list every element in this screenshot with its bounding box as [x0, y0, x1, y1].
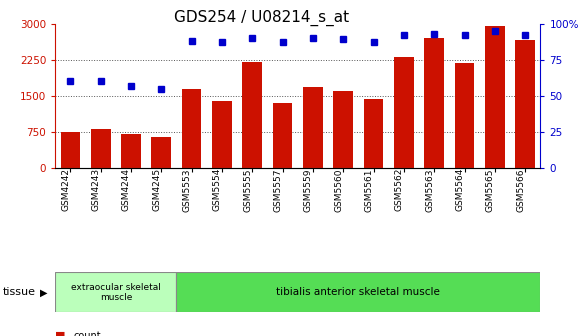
Bar: [394, 57, 414, 168]
Text: ▶: ▶: [40, 287, 47, 297]
Text: GSM4242: GSM4242: [62, 168, 70, 211]
Text: GSM5565: GSM5565: [486, 168, 495, 211]
Text: extraocular skeletal
muscle: extraocular skeletal muscle: [71, 283, 161, 302]
Text: GDS254 / U08214_s_at: GDS254 / U08214_s_at: [174, 10, 349, 26]
Text: GSM5564: GSM5564: [456, 168, 465, 211]
Bar: [55, 272, 177, 312]
Text: GSM4244: GSM4244: [122, 168, 131, 211]
Bar: [242, 62, 262, 168]
Bar: [121, 134, 141, 168]
Bar: [177, 272, 540, 312]
Text: GSM5566: GSM5566: [516, 168, 525, 211]
Bar: [182, 89, 202, 168]
Text: ■: ■: [55, 331, 66, 336]
Text: GSM5563: GSM5563: [425, 168, 434, 211]
Text: GSM5557: GSM5557: [274, 168, 282, 211]
Text: GSM5554: GSM5554: [213, 168, 222, 211]
Bar: [333, 91, 353, 168]
Text: tibialis anterior skeletal muscle: tibialis anterior skeletal muscle: [277, 287, 440, 297]
Bar: [424, 38, 444, 168]
Text: tissue: tissue: [3, 287, 36, 297]
Text: GSM5555: GSM5555: [243, 168, 252, 211]
Text: count: count: [74, 331, 102, 336]
Bar: [303, 87, 323, 168]
Bar: [455, 63, 474, 168]
Text: GSM5559: GSM5559: [304, 168, 313, 211]
Text: GSM5561: GSM5561: [364, 168, 374, 211]
Bar: [60, 132, 80, 168]
Bar: [364, 99, 383, 168]
Bar: [515, 40, 535, 168]
Text: GSM5553: GSM5553: [182, 168, 192, 211]
Bar: [152, 137, 171, 168]
Bar: [272, 103, 292, 168]
Bar: [485, 26, 505, 168]
Text: GSM5560: GSM5560: [334, 168, 343, 211]
Text: GSM4245: GSM4245: [152, 168, 162, 211]
Text: GSM4243: GSM4243: [92, 168, 101, 211]
Bar: [212, 101, 232, 168]
Bar: [91, 128, 110, 168]
Text: GSM5562: GSM5562: [395, 168, 404, 211]
